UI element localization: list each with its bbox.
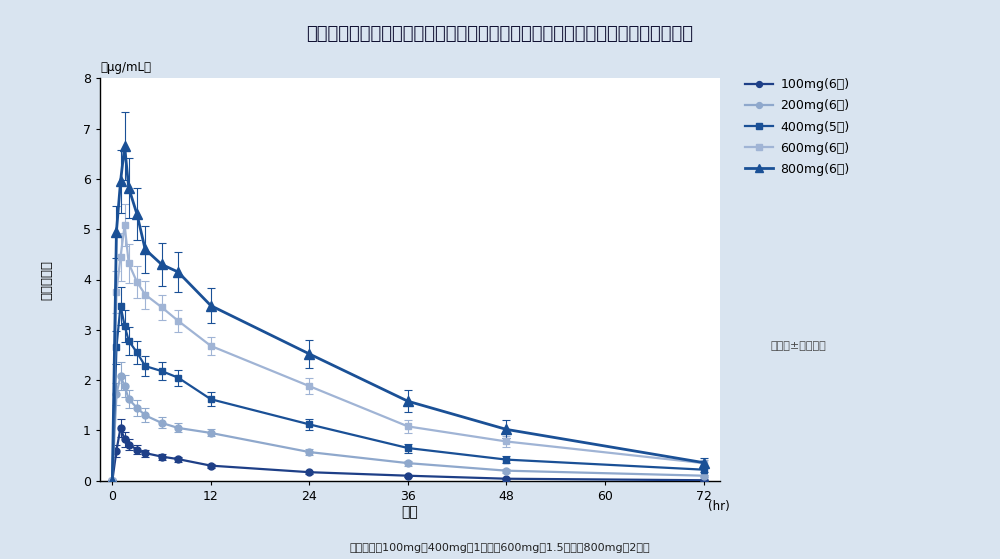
Text: （μg/mL）: （μg/mL）: [100, 61, 151, 74]
Text: 血漿中濃度: 血漿中濃度: [41, 259, 54, 300]
X-axis label: 時間: 時間: [402, 505, 418, 519]
Text: 点滴時間：100mg～400mgは1時間、600mgは1.5時間、800mgは2時間: 点滴時間：100mg～400mgは1時間、600mgは1.5時間、800mgは2…: [350, 543, 650, 553]
Text: 平均値±標準偏差: 平均値±標準偏差: [770, 341, 826, 351]
Legend: 100mg(6例), 200mg(6例), 400mg(5例), 600mg(6例), 800mg(6例): 100mg(6例), 200mg(6例), 400mg(5例), 600mg(6…: [740, 73, 854, 181]
Text: 単回点滴静注後のラスクフロキサシンの血漿中濃度推移及び薬物動態パラメータ: 単回点滴静注後のラスクフロキサシンの血漿中濃度推移及び薬物動態パラメータ: [306, 25, 694, 42]
Text: (hr): (hr): [708, 500, 729, 513]
